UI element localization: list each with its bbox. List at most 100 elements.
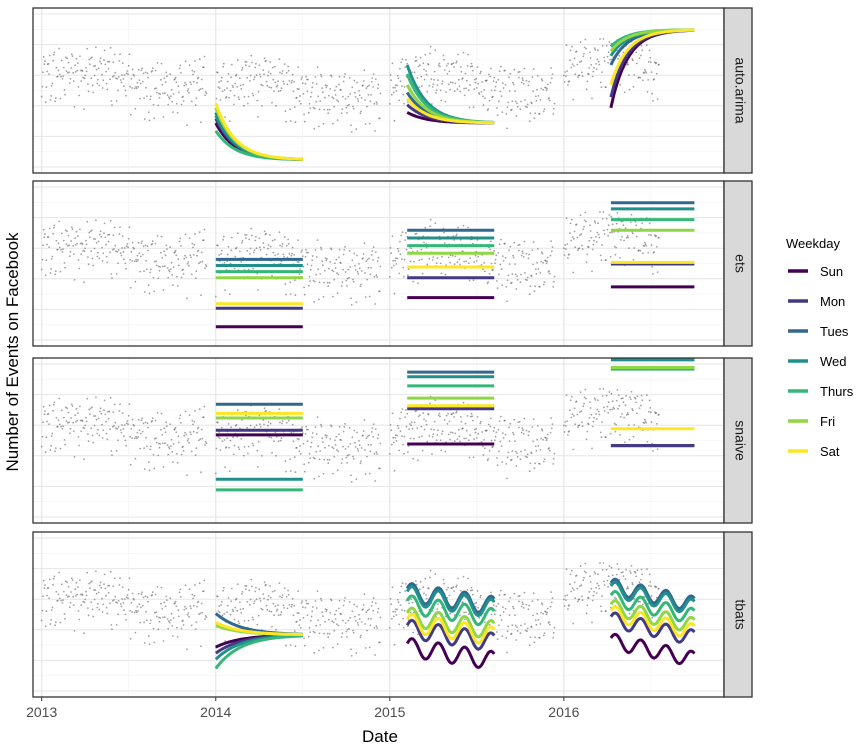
observed-point xyxy=(405,232,407,234)
facet-strip xyxy=(723,7,753,174)
observed-point xyxy=(135,260,138,263)
observed-point xyxy=(50,619,52,621)
observed-point xyxy=(153,117,156,120)
observed-point xyxy=(281,594,284,596)
observed-point xyxy=(326,458,329,461)
observed-point xyxy=(186,297,188,300)
observed-point xyxy=(239,601,241,604)
observed-point xyxy=(524,272,526,274)
observed-point xyxy=(395,90,398,92)
observed-point xyxy=(152,276,155,279)
observed-point xyxy=(597,410,600,413)
observed-point xyxy=(390,93,393,96)
observed-point xyxy=(75,230,78,233)
observed-point xyxy=(251,585,253,588)
observed-point xyxy=(362,84,364,87)
observed-point xyxy=(328,281,331,284)
observed-point xyxy=(141,253,144,256)
observed-point xyxy=(447,412,449,415)
observed-point xyxy=(153,260,156,263)
observed-point xyxy=(620,220,623,223)
observed-point xyxy=(372,73,375,75)
observed-point xyxy=(444,100,447,103)
observed-point xyxy=(546,437,548,440)
observed-point xyxy=(157,454,160,457)
observed-point xyxy=(346,277,349,280)
observed-point xyxy=(546,83,549,86)
observed-point xyxy=(123,247,126,249)
observed-point xyxy=(131,418,134,421)
observed-point xyxy=(588,417,591,419)
observed-point xyxy=(597,573,599,576)
observed-point xyxy=(445,64,448,67)
observed-point xyxy=(526,453,529,456)
observed-point xyxy=(513,68,516,71)
observed-point xyxy=(526,276,529,279)
observed-point xyxy=(520,81,523,84)
observed-point xyxy=(615,573,618,576)
observed-point xyxy=(489,425,492,428)
observed-point xyxy=(101,260,104,262)
observed-point xyxy=(461,77,464,80)
observed-point xyxy=(393,119,396,122)
observed-point xyxy=(195,97,198,99)
observed-point xyxy=(486,459,489,462)
observed-point xyxy=(366,258,369,261)
observed-point xyxy=(652,450,654,452)
observed-point xyxy=(86,47,89,50)
observed-point xyxy=(596,58,599,61)
observed-point xyxy=(408,428,411,431)
observed-point xyxy=(305,251,308,254)
observed-point xyxy=(360,634,362,637)
observed-point xyxy=(353,603,356,606)
observed-point xyxy=(447,433,450,436)
observed-point xyxy=(230,249,233,252)
observed-point xyxy=(494,258,497,261)
observed-point xyxy=(512,254,514,257)
observed-point xyxy=(425,597,428,600)
observed-point xyxy=(539,99,542,101)
observed-point xyxy=(290,81,293,84)
observed-point xyxy=(531,600,534,602)
observed-point xyxy=(245,588,247,591)
observed-point xyxy=(172,443,175,445)
observed-point xyxy=(52,226,55,229)
observed-point xyxy=(188,237,191,240)
observed-point xyxy=(518,249,520,252)
observed-point xyxy=(263,597,265,600)
observed-point xyxy=(421,435,423,438)
observed-point xyxy=(44,625,47,628)
observed-point xyxy=(42,71,44,74)
observed-point xyxy=(478,93,481,95)
observed-point xyxy=(358,618,361,621)
observed-point xyxy=(60,599,62,602)
observed-point xyxy=(506,630,509,633)
observed-point xyxy=(490,240,492,243)
observed-point xyxy=(77,86,80,88)
observed-point xyxy=(639,249,642,252)
observed-point xyxy=(318,632,321,635)
observed-point xyxy=(650,421,653,423)
observed-point xyxy=(139,255,142,258)
observed-point xyxy=(378,117,381,120)
observed-point xyxy=(137,418,140,421)
observed-point xyxy=(638,581,641,583)
observed-point xyxy=(571,395,573,398)
observed-point xyxy=(400,61,403,64)
observed-point xyxy=(123,85,125,88)
observed-point xyxy=(263,57,266,60)
observed-point xyxy=(635,412,638,415)
observed-point xyxy=(535,623,538,626)
observed-point xyxy=(172,461,174,463)
observed-point xyxy=(98,434,101,437)
observed-point xyxy=(533,641,536,644)
observed-point xyxy=(369,624,372,627)
observed-point xyxy=(646,394,648,396)
observed-point xyxy=(356,622,359,624)
observed-point xyxy=(301,255,304,258)
observed-point xyxy=(332,472,334,475)
observed-point xyxy=(455,60,458,63)
observed-point xyxy=(85,66,87,69)
observed-point xyxy=(69,250,72,253)
observed-point xyxy=(44,410,46,412)
